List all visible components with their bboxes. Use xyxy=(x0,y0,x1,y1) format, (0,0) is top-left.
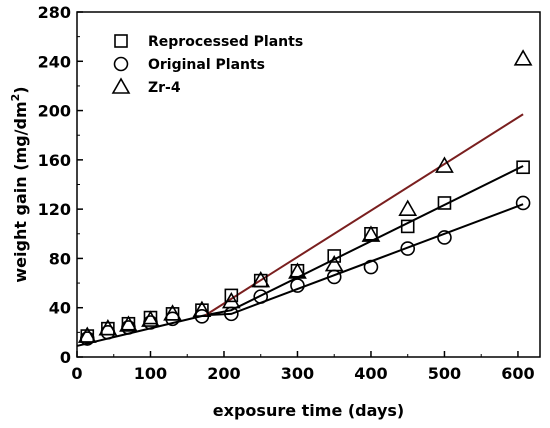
series-1-point xyxy=(143,315,158,330)
series-0-point xyxy=(516,160,530,175)
series-2-point xyxy=(141,310,160,327)
legend-marker-2 xyxy=(111,77,131,94)
x-tick-label: 100 xyxy=(134,364,167,383)
y-tick-label: 240 xyxy=(38,52,71,71)
series-2-point xyxy=(163,304,182,321)
y-axis-title: weight gain (mg/dm2) xyxy=(9,86,30,282)
series-2-point xyxy=(98,319,118,336)
series-0-point xyxy=(327,249,342,263)
series-2-point xyxy=(77,326,97,343)
series-1-point xyxy=(363,259,379,275)
fit-line xyxy=(205,113,524,316)
legend-label-2: Zr-4 xyxy=(148,80,181,96)
x-tick-label: 600 xyxy=(501,364,534,383)
fit-line xyxy=(205,203,524,317)
series-2-point xyxy=(361,225,381,242)
x-tick-label: 400 xyxy=(354,364,387,383)
legend-marker-0 xyxy=(114,34,128,48)
y-axis-title-main: weight gain (mg/dm xyxy=(11,101,30,282)
y-tick-label: 200 xyxy=(38,102,71,121)
x-tick-label: 200 xyxy=(207,364,240,383)
svg-text:weight gain (mg/dm2): weight gain (mg/dm2) xyxy=(9,86,30,282)
x-tick-label: 300 xyxy=(281,364,314,383)
series-2-point xyxy=(119,315,138,332)
y-axis-title-tail: ) xyxy=(11,86,30,93)
y-tick-label: 80 xyxy=(49,249,71,268)
series-1-point xyxy=(121,320,136,335)
x-tick-label: 500 xyxy=(428,364,461,383)
series-0-point xyxy=(400,219,415,234)
series-2-point xyxy=(288,262,307,279)
series-2-point xyxy=(513,49,533,66)
series-1-point xyxy=(400,241,416,256)
y-tick-label: 120 xyxy=(38,200,71,219)
series-2-point xyxy=(324,254,344,272)
legend-marker-1 xyxy=(113,56,129,72)
markers-layer xyxy=(77,49,533,346)
series-1-point xyxy=(253,289,269,304)
legend-label-0: Reprocessed Plants xyxy=(148,34,303,50)
series-0-point xyxy=(224,288,239,303)
y-tick-label: 40 xyxy=(49,299,71,318)
y-tick-label: 160 xyxy=(38,151,71,170)
legend-label-1: Original Plants xyxy=(148,57,265,73)
series-2-point xyxy=(221,291,241,309)
series-1-point xyxy=(290,278,305,293)
series-2-point xyxy=(435,156,454,173)
series-2-point xyxy=(398,199,418,216)
y-tick-label: 280 xyxy=(38,3,71,22)
legend: Reprocessed Plants Original Plants Zr-4 xyxy=(111,34,303,96)
x-tick-label: 0 xyxy=(71,364,82,383)
x-axis-title: exposure time (days) xyxy=(213,401,404,420)
series-2-point xyxy=(192,300,212,317)
y-axis-title-superscript: 2 xyxy=(9,94,22,102)
series-1-point xyxy=(437,230,452,245)
y-tick-label: 0 xyxy=(60,348,71,367)
ticks-layer: 0 100 200 300 400 500 600 0 40 80 120 160 200 240 280 xyxy=(38,3,535,383)
series-0-point xyxy=(437,196,452,210)
series-2-point xyxy=(251,270,271,288)
series-1-point xyxy=(515,195,531,211)
plot-frame xyxy=(76,11,541,358)
